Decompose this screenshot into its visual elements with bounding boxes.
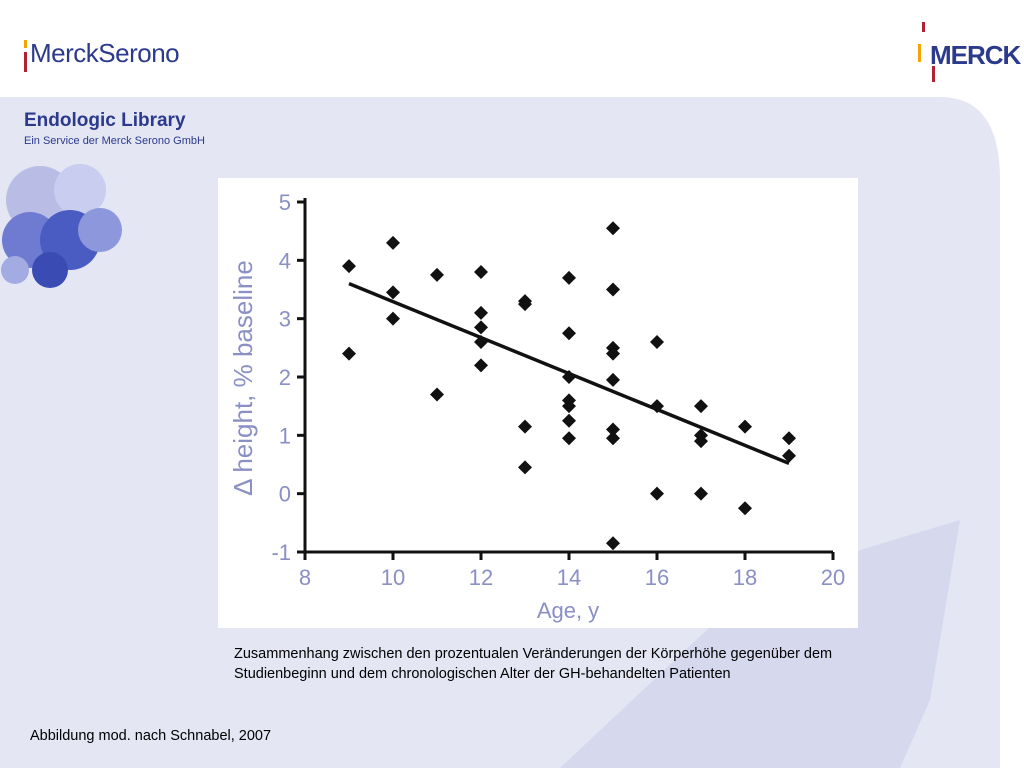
x-tick-label: 20 — [821, 565, 845, 590]
library-title: Endologic Library — [24, 110, 186, 131]
data-point — [562, 270, 576, 285]
data-point — [562, 370, 576, 384]
y-tick-label: -1 — [271, 540, 291, 565]
data-point — [386, 311, 400, 326]
data-point — [562, 399, 576, 414]
x-tick-label: 10 — [381, 565, 405, 590]
x-axis-label: Age, y — [537, 598, 599, 623]
data-point — [650, 399, 664, 414]
data-point — [474, 265, 488, 279]
data-point — [518, 419, 532, 434]
y-tick-label: 5 — [279, 190, 291, 215]
data-point — [562, 413, 576, 428]
y-tick-label: 4 — [279, 248, 291, 273]
data-point — [650, 486, 664, 501]
y-tick-label: 3 — [279, 307, 291, 332]
library-subtitle: Ein Service der Merck Serono GmbH — [24, 135, 205, 147]
data-point — [606, 221, 620, 236]
data-point — [386, 285, 400, 300]
data-point — [562, 431, 576, 446]
data-point — [606, 282, 620, 297]
data-point — [694, 399, 708, 414]
chart-background — [218, 178, 858, 628]
merck-logo: MERCK — [918, 22, 1021, 84]
data-point — [694, 486, 708, 501]
data-point — [606, 536, 620, 551]
background-arrow-shape — [560, 520, 960, 768]
data-point — [474, 320, 488, 335]
data-point — [474, 358, 488, 373]
data-point — [606, 372, 620, 387]
data-point — [518, 297, 532, 312]
data-point — [650, 335, 664, 349]
y-axis-label: Δ height, % baseline — [228, 260, 258, 496]
figure-caption: Zusammenhang zwischen den prozentualen V… — [234, 646, 833, 682]
y-tick-label: 1 — [279, 423, 291, 448]
data-point — [782, 431, 796, 446]
data-point — [782, 448, 796, 463]
data-point — [606, 431, 620, 446]
data-point — [386, 235, 400, 250]
x-tick-label: 18 — [733, 565, 757, 590]
x-tick-label: 8 — [299, 565, 311, 590]
data-point — [694, 434, 708, 449]
data-point — [738, 501, 752, 516]
data-point — [606, 346, 620, 361]
protein-structure-image — [1, 164, 122, 288]
y-tick-label: 2 — [279, 365, 291, 390]
data-point — [430, 387, 444, 402]
x-tick-label: 16 — [645, 565, 669, 590]
data-point — [474, 335, 488, 349]
x-tick-label: 12 — [469, 565, 493, 590]
data-point — [342, 259, 356, 274]
x-tick-label: 14 — [557, 565, 581, 590]
data-point — [430, 267, 444, 282]
data-point — [474, 305, 488, 320]
y-tick-label: 0 — [279, 482, 291, 507]
merck-logo-text: MERCK — [930, 40, 1021, 70]
data-point — [518, 460, 532, 475]
data-point — [342, 346, 356, 361]
data-point — [562, 326, 576, 341]
figure-source: Abbildung mod. nach Schnabel, 2007 — [30, 728, 272, 744]
data-point — [606, 422, 620, 437]
data-point — [738, 419, 752, 434]
merck-serono-logo-text: MerckSerono — [30, 38, 180, 68]
